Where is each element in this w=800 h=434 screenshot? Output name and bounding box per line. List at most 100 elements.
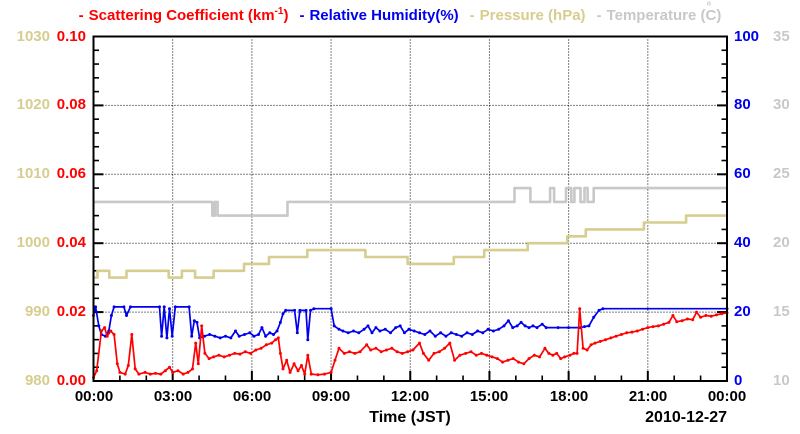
series-scattering_coefficient-point: [675, 320, 679, 324]
series-scattering_coefficient-point: [171, 370, 175, 374]
series-scattering_coefficient-point: [656, 324, 660, 328]
series-scattering_coefficient-point: [212, 355, 216, 359]
series-scattering_coefficient-point: [309, 372, 313, 376]
series-relative_humidity: [92, 306, 727, 341]
series-relative_humidity-point: [278, 320, 282, 324]
series-scattering_coefficient-point: [133, 367, 137, 371]
series-relative_humidity-point: [535, 326, 539, 330]
series-scattering_coefficient-point: [137, 372, 141, 376]
series-scattering_coefficient-point: [691, 318, 695, 322]
series-relative_humidity-point: [491, 329, 495, 333]
series-scattering_coefficient-point: [578, 307, 582, 311]
x-tick-label: 18:00: [549, 388, 589, 405]
series-scattering_coefficient-point: [522, 362, 526, 366]
series-scattering_coefficient-point: [474, 353, 478, 357]
series-scattering_coefficient-point: [501, 360, 505, 364]
series-relative_humidity-point: [433, 334, 437, 338]
series-scattering_coefficient-point: [306, 353, 310, 357]
legend-dash: -: [469, 6, 475, 24]
series-relative_humidity-point: [94, 305, 98, 309]
series-scattering_coefficient-point: [418, 341, 421, 345]
y-tick-label-pressure: 1020: [16, 96, 50, 113]
series-relative_humidity-point: [160, 334, 164, 338]
series-scattering_coefficient-point: [547, 351, 551, 355]
series-scattering_coefficient-point: [109, 329, 113, 333]
series-scattering_coefficient-point: [635, 329, 639, 333]
series-relative_humidity-point: [597, 308, 601, 312]
series-relative_humidity-point: [293, 308, 297, 312]
series-scattering_coefficient-point: [112, 333, 116, 336]
series-relative_humidity-point: [383, 327, 387, 331]
series-scattering_coefficient-point: [400, 351, 404, 355]
series-scattering_coefficient-point: [217, 353, 221, 357]
series-scattering_coefficient-point: [259, 346, 263, 350]
series-scattering_coefficient-point: [203, 351, 207, 355]
series-relative_humidity-point: [511, 326, 515, 330]
series-relative_humidity-point: [362, 327, 366, 331]
series-scattering_coefficient-point: [568, 353, 572, 357]
series-scattering_coefficient-point: [281, 367, 285, 371]
series-relative_humidity-point: [224, 334, 227, 338]
series-relative_humidity-point: [465, 331, 469, 335]
series-relative_humidity-point: [332, 324, 336, 328]
series-scattering_coefficient-point: [609, 336, 613, 340]
series-relative_humidity-point: [357, 331, 361, 335]
series-relative_humidity-point: [583, 325, 586, 329]
y-tick-label-pressure: 1000: [16, 234, 50, 251]
series-scattering_coefficient-point: [685, 317, 689, 321]
series-relative_humidity-point: [366, 324, 370, 328]
series-scattering_coefficient-point: [453, 358, 457, 362]
series-relative_humidity-point: [187, 305, 191, 309]
series-relative_humidity-point: [268, 331, 272, 335]
series-scattering_coefficient-point: [625, 331, 629, 335]
series-scattering_coefficient-point: [614, 334, 618, 338]
y-tick-label-scattering: 0.06: [56, 165, 86, 182]
series-scattering_coefficient-point: [572, 351, 576, 355]
series-relative_humidity-point: [502, 324, 506, 328]
series-scattering_coefficient-point: [432, 351, 436, 355]
series-relative_humidity-point: [248, 331, 252, 335]
series-scattering_coefficient-point: [296, 369, 300, 373]
series-relative_humidity-point: [346, 331, 350, 335]
series-relative_humidity-point: [423, 333, 427, 336]
series-relative_humidity-point: [165, 336, 169, 340]
series-scattering_coefficient-point: [342, 351, 346, 355]
y-tick-label-scattering: 0.00: [56, 372, 86, 389]
series-relative_humidity-point: [402, 331, 406, 335]
series-scattering_coefficient-point: [353, 351, 357, 355]
series-scattering_coefficient-point: [379, 350, 383, 354]
series-scattering_coefficient-point: [480, 351, 483, 355]
series-scattering_coefficient-point: [671, 314, 675, 317]
series-scattering_coefficient-point: [469, 350, 473, 354]
series-scattering_coefficient-point: [288, 370, 292, 374]
series-scattering_coefficient-point: [159, 372, 163, 376]
series-scattering_coefficient-point: [337, 346, 341, 350]
series-scattering_coefficient-point: [585, 348, 589, 352]
series-scattering_coefficient-point: [365, 343, 369, 347]
series-scattering_coefficient-point: [527, 357, 531, 361]
series-scattering_coefficient-point: [458, 353, 462, 357]
series-scattering_coefficient-point: [598, 339, 602, 343]
series-scattering_coefficient-point: [369, 348, 373, 352]
series-relative_humidity-point: [195, 320, 199, 324]
series-scattering_coefficient-point: [233, 351, 237, 355]
date-label: 2010-12-27: [645, 409, 727, 426]
series-relative_humidity-point: [170, 334, 174, 338]
series-relative_humidity-point: [519, 320, 523, 324]
series-scattering_coefficient-point: [103, 326, 107, 330]
series-scattering_coefficient-point: [374, 346, 378, 350]
series-relative_humidity-point: [306, 338, 310, 342]
series-scattering_coefficient-point: [427, 358, 431, 362]
series-scattering_coefficient-point: [130, 333, 134, 336]
series-scattering_coefficient-point: [619, 333, 623, 336]
series-scattering_coefficient-point: [695, 310, 699, 314]
series-scattering_coefficient-point: [118, 370, 122, 374]
series-scattering_coefficient-point: [559, 357, 563, 361]
series-relative_humidity-point: [481, 331, 485, 335]
series-scattering_coefficient-point: [148, 372, 152, 376]
series-relative_humidity-point: [284, 308, 288, 312]
series-relative_humidity-point: [260, 326, 264, 330]
series-relative_humidity-point: [428, 329, 432, 333]
series-scattering_coefficient-point: [264, 343, 268, 347]
